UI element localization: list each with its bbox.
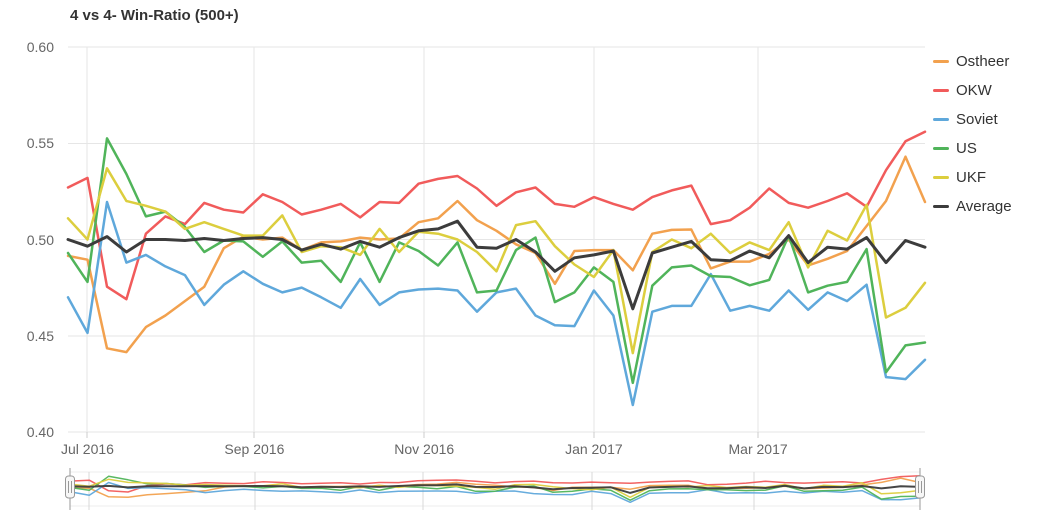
navigator-series-average (69, 483, 921, 494)
legend-line-icon (933, 118, 949, 121)
navigator-handle-left[interactable] (65, 468, 75, 510)
series-line-average[interactable] (66, 219, 927, 311)
legend-item-average[interactable]: Average (933, 192, 1012, 221)
legend-item-ostheer[interactable]: Ostheer (933, 47, 1012, 76)
series-line-soviet[interactable] (66, 200, 927, 407)
legend-line-icon (933, 205, 949, 208)
legend-label: Ostheer (956, 53, 1010, 70)
y-axis-label: 0.45 (26, 327, 54, 344)
legend: Ostheer OKW Soviet US UKF Average (933, 47, 1012, 221)
legend-label: OKW (956, 82, 992, 99)
legend-label: UKF (956, 169, 986, 186)
legend-line-icon (933, 176, 949, 179)
legend-label: Soviet (956, 111, 998, 128)
legend-label: US (956, 140, 977, 157)
y-axis-label: 0.40 (26, 424, 54, 440)
x-axis-label: Sep 2016 (224, 441, 285, 457)
x-axis-label: Jan 2017 (565, 441, 623, 457)
legend-item-ukf[interactable]: UKF (933, 163, 1012, 192)
x-axis-label: Jul 2016 (61, 441, 114, 457)
grid (68, 46, 925, 438)
legend-item-soviet[interactable]: Soviet (933, 105, 1012, 134)
navigator-series-ukf (69, 478, 921, 499)
legend-line-icon (933, 60, 949, 63)
series-line-okw[interactable] (66, 130, 927, 301)
legend-line-icon (933, 89, 949, 92)
y-axis-label: 0.55 (26, 135, 54, 152)
navigator[interactable] (65, 468, 925, 510)
legend-line-icon (933, 147, 949, 150)
y-axis-label: 0.50 (26, 231, 54, 248)
series-line-us[interactable] (66, 137, 927, 385)
series-line-ukf[interactable] (66, 167, 927, 355)
navigator-series-us (69, 475, 921, 501)
chart-title: 4 vs 4- Win-Ratio (500+) (70, 7, 239, 24)
legend-label: Average (956, 198, 1012, 215)
navigator-handle-right[interactable] (915, 468, 925, 510)
y-axis-label: 0.60 (26, 39, 54, 55)
x-axis-label: Mar 2017 (728, 441, 788, 457)
navigator-series-okw (69, 474, 921, 493)
x-axis-label: Nov 2016 (394, 441, 455, 457)
legend-item-us[interactable]: US (933, 134, 1012, 163)
series-line-ostheer[interactable] (66, 155, 927, 354)
legend-item-okw[interactable]: OKW (933, 76, 1012, 105)
